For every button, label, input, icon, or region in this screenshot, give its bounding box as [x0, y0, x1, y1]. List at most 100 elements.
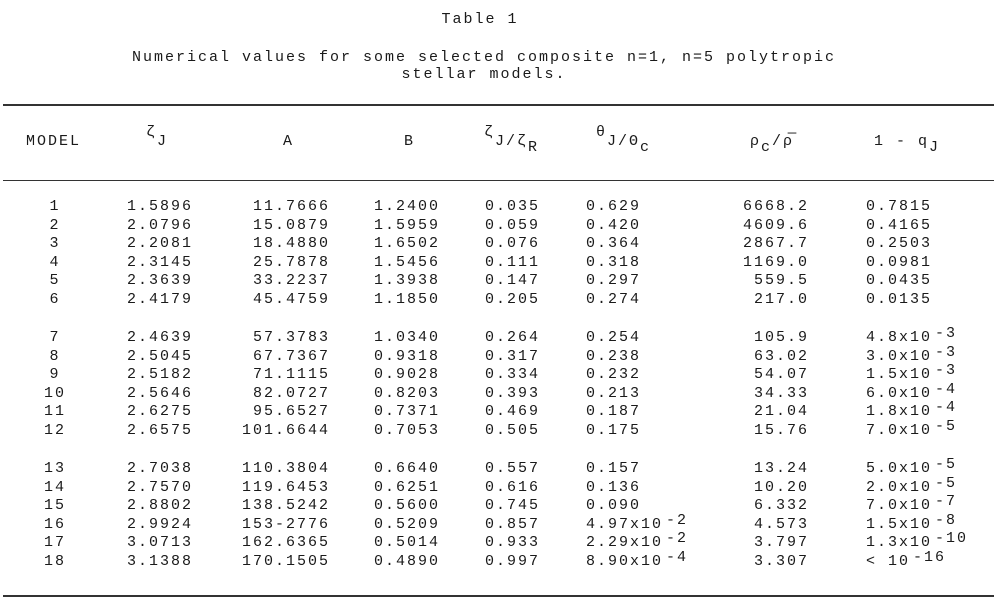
cell-b: 1.1850: [374, 291, 440, 309]
cell-rho-ratio: 6.332: [754, 497, 809, 515]
cell-rho-ratio: 34.33: [754, 385, 809, 403]
cell-zeta-ratio: 0.933: [485, 534, 540, 552]
divider-symbol: /ζ: [506, 133, 529, 150]
cell-value: 0.059: [485, 216, 541, 234]
cell-value: 1.6502: [374, 235, 441, 253]
cell-value: 0.997: [485, 553, 541, 570]
cell-value: 0.213: [586, 384, 642, 402]
cell-value: 14: [43, 478, 67, 496]
cell-value: 2.9924: [127, 515, 194, 533]
cell-value: 0.4165: [866, 216, 933, 234]
cell-value: 2.3639: [127, 272, 194, 290]
cell-value: 6.0x10: [866, 384, 933, 402]
cell-one-minus-q: 0.4165: [866, 217, 932, 235]
zeta-symbol: ζ: [484, 124, 496, 141]
cell-theta-ratio: 0.364: [586, 235, 641, 253]
cell-zeta-j: 1.5896: [127, 198, 193, 216]
cell-value: 0.205: [485, 291, 541, 308]
cell-one-minus-q: 0.0435: [866, 272, 932, 290]
cell-value: 0.629: [586, 198, 642, 215]
cell-a: 25.7878: [253, 254, 330, 272]
cell-value: 2.4639: [127, 329, 194, 346]
cell-model: 2: [49, 217, 60, 235]
cell-exponent: -7: [935, 493, 958, 511]
subscript: J: [929, 139, 941, 156]
cell-zeta-j: 2.4639: [127, 329, 193, 347]
cell-value: 110.3804: [241, 460, 330, 477]
cell-zeta-j: 2.6275: [127, 403, 193, 421]
cell-rho-ratio: 2867.7: [743, 235, 809, 253]
cell-a: 119.6453: [242, 479, 330, 497]
cell-value: 15.0879: [252, 216, 330, 234]
cell-a: 110.3804: [242, 460, 330, 478]
cell-one-minus-q: 1.8x10 -4: [866, 399, 957, 421]
cell-value: 8: [49, 347, 61, 365]
cell-model: 6: [49, 291, 60, 309]
cell-value: 3.0x10: [866, 347, 933, 365]
cell-value: 0.0981: [866, 253, 933, 271]
cell-b: 0.8203: [374, 385, 440, 403]
cell-a: 101.6644: [242, 422, 330, 440]
cell-value: 1.2400: [374, 198, 441, 215]
cell-value: 18.4880: [252, 235, 330, 253]
cell-value: 0.136: [586, 478, 642, 496]
cell-zeta-ratio: 0.334: [485, 366, 540, 384]
cell-one-minus-q: 3.0x10 -3: [866, 344, 957, 366]
cell-value: 15: [43, 497, 67, 515]
cell-b: 0.5209: [374, 516, 440, 534]
header-theta-ratio: θJ/Θc: [596, 124, 651, 156]
cell-value: 8.90x10: [586, 553, 664, 570]
cell-zeta-ratio: 0.264: [485, 329, 540, 347]
cell-value: 0.090: [586, 497, 642, 515]
cell-value: 0.318: [586, 253, 642, 271]
cell-value: 0.035: [485, 198, 541, 215]
cell-exponent: -4: [935, 399, 958, 417]
zeta-symbol: ζ: [146, 124, 158, 141]
cell-a: 138.5242: [242, 497, 330, 515]
cell-value: 9: [49, 366, 61, 384]
cell-a: 162.6365: [242, 534, 330, 552]
cell-value: 1.1850: [374, 291, 441, 308]
cell-exponent: -2: [666, 530, 689, 548]
cell-value: 0.111: [485, 253, 541, 271]
table-title: Table 1: [441, 11, 519, 28]
cell-zeta-j: 2.5646: [127, 385, 193, 403]
cell-value: 5: [49, 272, 61, 290]
table-caption-line-1: Numerical values for some selected compo…: [131, 49, 837, 66]
cell-b: 0.7053: [374, 422, 440, 440]
cell-value: 6: [49, 291, 61, 308]
cell-one-minus-q: < 10 -16: [866, 549, 946, 571]
cell-exponent: -3: [935, 325, 958, 342]
cell-zeta-j: 3.1388: [127, 553, 193, 571]
cell-value: 3.797: [753, 534, 809, 552]
cell-value: 1.5456: [374, 253, 441, 271]
cell-value: 0.9028: [374, 366, 441, 384]
cell-one-minus-q: 1.3x10 -10: [866, 530, 968, 552]
cell-zeta-j: 2.5182: [127, 366, 193, 384]
subscript: c: [640, 139, 652, 156]
cell-zeta-ratio: 0.111: [485, 254, 540, 272]
cell-rho-ratio: 1169.0: [743, 254, 809, 272]
cell-one-minus-q: 1.5x10 -3: [866, 362, 957, 384]
cell-zeta-ratio: 0.317: [485, 348, 540, 366]
cell-value: 2867.7: [742, 235, 809, 253]
cell-one-minus-q: 0.7815: [866, 198, 932, 216]
header-zeta-j: ζJ: [146, 124, 168, 150]
cell-value: 16: [43, 515, 67, 533]
header-one-minus-q: 1 - qJ: [874, 133, 940, 156]
bottom-rule: [3, 595, 994, 597]
cell-theta-ratio: 0.238: [586, 348, 641, 366]
cell-zeta-j: 2.8802: [127, 497, 193, 515]
cell-theta-ratio: 0.232: [586, 366, 641, 384]
cell-exponent: -5: [935, 418, 958, 435]
cell-a: 57.3783: [253, 329, 330, 347]
cell-value: 0.297: [586, 272, 642, 290]
cell-value: 2.7038: [127, 460, 194, 477]
cell-value: 4.97x10: [586, 515, 664, 533]
cell-zeta-j: 2.5045: [127, 348, 193, 366]
cell-theta-ratio: 8.90x10 -4: [586, 549, 688, 571]
cell-value: 7: [49, 329, 61, 346]
cell-value: 1.5896: [127, 198, 194, 215]
cell-value: 153-2776: [241, 515, 330, 533]
cell-value: 0.7053: [374, 422, 441, 439]
